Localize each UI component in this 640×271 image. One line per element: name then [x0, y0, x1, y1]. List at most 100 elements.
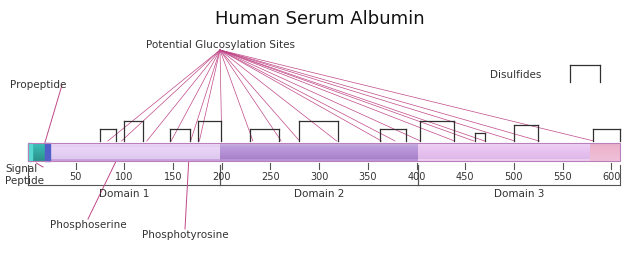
Bar — [28, 153, 45, 154]
Bar — [28, 156, 45, 157]
Bar — [51, 160, 220, 161]
Bar — [51, 151, 220, 152]
Bar — [51, 149, 220, 150]
Bar — [28, 155, 45, 156]
Bar — [28, 147, 45, 148]
Text: Signal
Peptide: Signal Peptide — [5, 164, 44, 186]
Bar — [220, 160, 418, 161]
Bar — [418, 153, 620, 154]
Bar — [220, 144, 418, 145]
Text: Phosphotyrosine: Phosphotyrosine — [141, 230, 228, 240]
Bar — [590, 143, 620, 144]
Bar — [418, 149, 620, 150]
Bar — [418, 148, 620, 149]
Bar — [590, 145, 620, 146]
Bar — [28, 146, 45, 147]
Bar — [51, 148, 220, 149]
Bar — [220, 150, 418, 151]
Bar — [418, 157, 620, 158]
Bar — [590, 156, 620, 157]
Bar — [418, 154, 620, 155]
Bar — [220, 157, 418, 158]
Bar — [28, 160, 45, 161]
Bar — [590, 148, 620, 149]
Bar — [418, 155, 620, 156]
Bar — [220, 149, 418, 150]
Bar — [590, 146, 620, 147]
Text: 250: 250 — [261, 172, 280, 182]
Bar — [590, 157, 620, 158]
Text: 100: 100 — [115, 172, 134, 182]
Bar — [28, 152, 45, 153]
Bar — [220, 158, 418, 159]
Bar — [28, 159, 45, 160]
Bar — [220, 145, 418, 146]
Bar — [220, 151, 418, 152]
Bar — [28, 145, 45, 146]
Bar — [28, 149, 45, 150]
Bar — [28, 157, 45, 158]
Bar — [590, 152, 620, 153]
Bar — [220, 156, 418, 157]
Text: Disulfides: Disulfides — [490, 70, 541, 80]
Bar — [590, 154, 620, 155]
Bar — [51, 157, 220, 158]
Bar — [28, 143, 620, 161]
Bar — [590, 159, 620, 160]
Bar — [220, 143, 418, 144]
Bar — [590, 158, 620, 159]
Text: 500: 500 — [504, 172, 523, 182]
Bar — [220, 148, 418, 149]
Bar — [220, 153, 418, 154]
Bar — [220, 154, 418, 155]
Text: Domain 2: Domain 2 — [294, 189, 344, 199]
Bar — [590, 147, 620, 148]
Bar — [590, 153, 620, 154]
Bar — [28, 148, 45, 149]
Bar — [418, 147, 620, 148]
Bar — [418, 151, 620, 152]
Bar — [590, 155, 620, 156]
Bar — [51, 158, 220, 159]
Text: 300: 300 — [310, 172, 328, 182]
Text: Phosphoserine: Phosphoserine — [50, 220, 126, 230]
Text: 600: 600 — [602, 172, 620, 182]
Bar — [28, 144, 45, 145]
Bar — [590, 144, 620, 145]
Bar — [590, 149, 620, 150]
Bar — [28, 150, 45, 151]
Bar — [28, 143, 32, 161]
Bar — [418, 145, 620, 146]
Text: 400: 400 — [407, 172, 426, 182]
Bar — [28, 151, 45, 152]
Bar — [51, 152, 220, 153]
Text: Domain 3: Domain 3 — [494, 189, 544, 199]
Bar — [51, 146, 220, 147]
Bar — [418, 159, 620, 160]
Text: 350: 350 — [358, 172, 377, 182]
Text: 150: 150 — [164, 172, 182, 182]
Bar — [220, 155, 418, 156]
Text: Human Serum Albumin: Human Serum Albumin — [215, 10, 425, 28]
Bar — [220, 146, 418, 147]
Bar — [51, 156, 220, 157]
Bar — [590, 151, 620, 152]
Bar — [51, 154, 220, 155]
Bar — [418, 158, 620, 159]
Bar — [418, 160, 620, 161]
Bar — [220, 147, 418, 148]
Bar — [590, 150, 620, 151]
Text: 450: 450 — [456, 172, 474, 182]
Bar — [51, 144, 220, 145]
Bar — [220, 152, 418, 153]
Bar — [418, 150, 620, 151]
Bar — [28, 158, 45, 159]
Bar — [418, 152, 620, 153]
Bar — [418, 146, 620, 147]
Bar — [51, 159, 220, 160]
Bar — [418, 143, 620, 144]
Text: Potential Glucosylation Sites: Potential Glucosylation Sites — [145, 40, 294, 50]
Bar — [51, 153, 220, 154]
Bar — [51, 143, 220, 144]
Text: 200: 200 — [212, 172, 231, 182]
